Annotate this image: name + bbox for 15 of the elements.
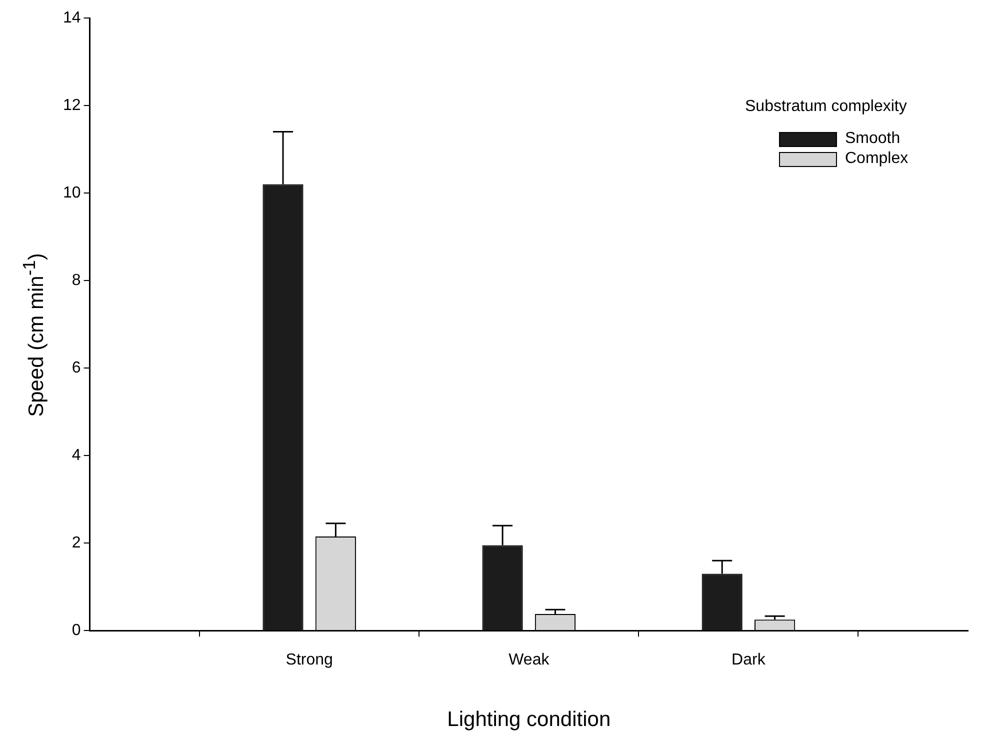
y-tick-label: 2	[72, 534, 81, 552]
y-tick-label: 8	[72, 272, 81, 289]
x-tick-label: Weak	[508, 652, 550, 669]
y-tick-label: 12	[63, 96, 81, 114]
legend-label: Complex	[845, 150, 908, 168]
x-axis-title: Lighting condition	[447, 708, 611, 732]
legend-title: Substratum complexity	[745, 98, 908, 116]
y-tick-label: 10	[63, 184, 81, 202]
x-tick-label: Dark	[732, 652, 766, 669]
x-tick-label: Strong	[286, 652, 333, 669]
y-tick-label: 0	[72, 622, 81, 640]
legend-label: Smooth	[845, 130, 900, 148]
y-tick-label: 6	[72, 359, 81, 376]
y-tick-label: 4	[72, 446, 81, 464]
y-tick-label: 14	[63, 9, 81, 26]
